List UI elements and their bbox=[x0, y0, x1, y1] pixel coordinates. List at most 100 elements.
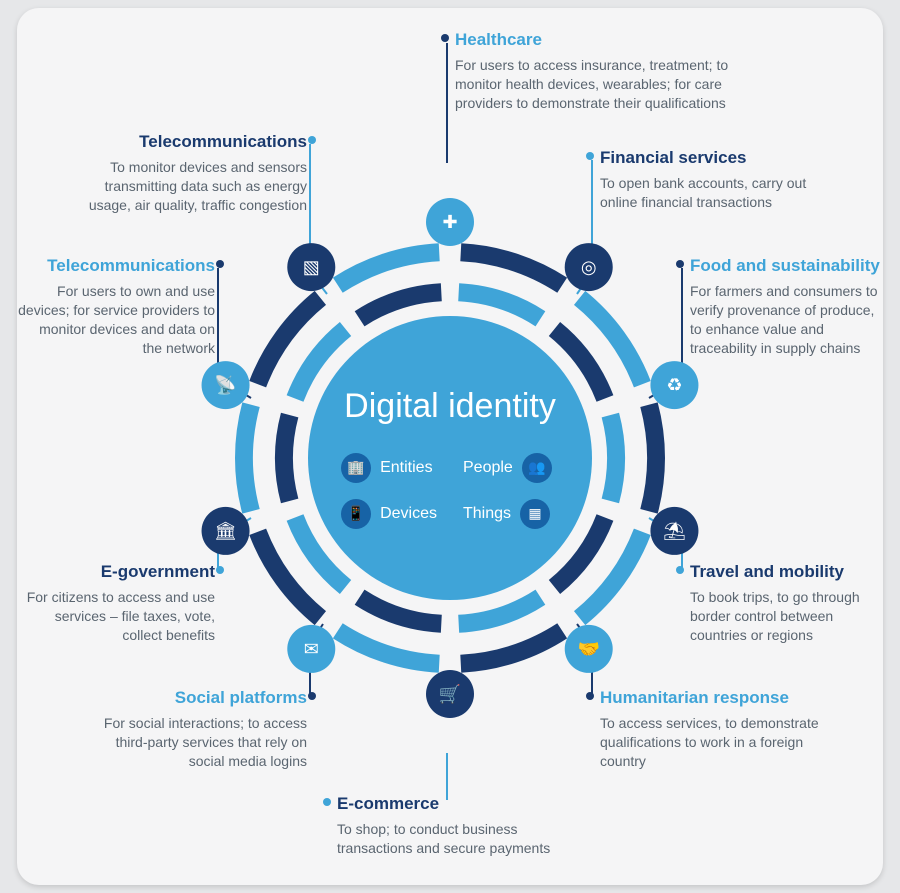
sector-desc: For citizens to access and use services … bbox=[17, 588, 215, 645]
center-legend-item: ▦ Things bbox=[463, 499, 559, 529]
sensor-icon: ▧ bbox=[303, 257, 320, 277]
phone-icon: 📱 bbox=[341, 499, 371, 529]
sector-title: Social platforms bbox=[85, 688, 307, 708]
ring-inner-seg bbox=[360, 292, 442, 319]
chip-icon: ▦ bbox=[520, 499, 550, 529]
center-legend-label: Things bbox=[463, 505, 511, 523]
connector-dot bbox=[586, 152, 594, 160]
ring-outer-seg bbox=[258, 298, 321, 384]
ring-inner-seg bbox=[459, 597, 541, 624]
center-legend: 🏢 Entities 👥 People 📱 Devices ▦ Things bbox=[341, 453, 559, 529]
sector-title: E-government bbox=[17, 562, 215, 582]
ring-outer-seg bbox=[461, 252, 562, 285]
sector-title: Food and sustainability bbox=[690, 256, 886, 276]
ring-outer-seg bbox=[244, 405, 251, 512]
sector-egov: E-government For citizens to access and u… bbox=[17, 562, 215, 645]
infographic-card: ✚ ◎ ♻ ⛱ 🤝 🛒 ✉ 🏛 📡 ▧ Digital identity 🏢 Entities 👥 Peop… bbox=[17, 8, 883, 885]
sector-title: E-commerce bbox=[337, 794, 577, 814]
bank-icon: 🏛 bbox=[214, 521, 237, 541]
antenna-icon: 📡 bbox=[214, 373, 236, 395]
chat-icon: ✉ bbox=[304, 639, 319, 659]
ring-outer-seg bbox=[580, 532, 643, 618]
connector-line bbox=[310, 624, 323, 694]
sector-icon-bg bbox=[287, 625, 335, 673]
ring-outer-seg bbox=[649, 405, 656, 512]
sector-icon-bg bbox=[287, 243, 335, 291]
connector-line bbox=[218, 518, 251, 568]
ring-inner-seg bbox=[360, 597, 442, 624]
connector-line bbox=[577, 160, 592, 294]
ring-inner-seg bbox=[610, 415, 616, 501]
sector-icon-bg bbox=[426, 670, 474, 718]
sector-desc: To book trips, to go through border cont… bbox=[690, 588, 886, 645]
connector-dot bbox=[323, 798, 331, 806]
sector-title: Financial services bbox=[600, 148, 840, 168]
sector-telecom_monitor: Telecommunications To monitor devices and… bbox=[85, 132, 307, 215]
sector-title: Telecommunications bbox=[85, 132, 307, 152]
sector-title: Healthcare bbox=[455, 30, 755, 50]
connector-dot bbox=[676, 260, 684, 268]
sector-desc: For users to own and use devices; for se… bbox=[17, 282, 215, 358]
sector-humanitarian: Humanitarian response To access services,… bbox=[600, 688, 840, 771]
ring-inner-seg bbox=[459, 292, 541, 319]
center-legend-item: 🏢 Entities bbox=[341, 453, 437, 483]
sector-icon-bg bbox=[565, 243, 613, 291]
diagram-stage: ✚ ◎ ♻ ⛱ 🤝 🛒 ✉ 🏛 📡 ▧ Digital identity 🏢 Entities 👥 Peop… bbox=[17, 8, 883, 885]
ring-outer-seg bbox=[461, 631, 562, 664]
sector-social: Social platforms For social interactions;… bbox=[85, 688, 307, 771]
sector-desc: To monitor devices and sensors transmitt… bbox=[85, 158, 307, 215]
ring-outer-seg bbox=[338, 631, 439, 664]
sector-desc: For farmers and consumers to verify prov… bbox=[690, 282, 886, 358]
sector-healthcare: Healthcare For users to access insurance,… bbox=[455, 30, 755, 113]
sector-icon-bg bbox=[426, 198, 474, 246]
ring-inner-seg bbox=[284, 415, 290, 501]
cart-icon: 🛒 bbox=[439, 683, 461, 704]
recycle-icon: ♻ bbox=[666, 375, 682, 395]
sector-icon-bg bbox=[565, 625, 613, 673]
sector-icon-bg bbox=[650, 507, 698, 555]
connector-line bbox=[649, 518, 682, 568]
ring-outer-seg bbox=[338, 252, 439, 285]
sector-title: Humanitarian response bbox=[600, 688, 840, 708]
medkit-icon: ✚ bbox=[442, 212, 457, 232]
connector-line bbox=[310, 144, 327, 294]
sector-icon-bg bbox=[202, 361, 250, 409]
sector-travel: Travel and mobility To book trips, to go … bbox=[690, 562, 886, 645]
coins-icon: ◎ bbox=[581, 257, 597, 277]
connector-dot bbox=[676, 566, 684, 574]
center-legend-item: 👥 People bbox=[463, 453, 559, 483]
connector-line bbox=[577, 624, 592, 694]
connector-dot bbox=[441, 34, 449, 42]
center-legend-item: 📱 Devices bbox=[341, 499, 437, 529]
building-icon: 🏢 bbox=[341, 453, 371, 483]
people-icon: 👥 bbox=[522, 453, 552, 483]
sector-title: Travel and mobility bbox=[690, 562, 886, 582]
center-legend-label: Devices bbox=[380, 505, 437, 523]
ring-outer-seg bbox=[580, 298, 643, 384]
connector-dot bbox=[216, 260, 224, 268]
sector-desc: To open bank accounts, carry out online … bbox=[600, 174, 840, 212]
sector-desc: For users to access insurance, treatment… bbox=[455, 56, 755, 113]
connector-dot bbox=[586, 692, 594, 700]
sector-icon-bg bbox=[650, 361, 698, 409]
connector-line bbox=[649, 268, 682, 398]
connector-dot bbox=[308, 136, 316, 144]
sector-desc: To shop; to conduct business transaction… bbox=[337, 820, 577, 858]
ring-outer-seg bbox=[258, 532, 321, 618]
center-legend-label: Entities bbox=[380, 459, 432, 477]
connector-dot bbox=[216, 566, 224, 574]
sector-desc: For social interactions; to access third… bbox=[85, 714, 307, 771]
beach-icon: ⛱ bbox=[663, 521, 686, 541]
connector-dot bbox=[308, 692, 316, 700]
sector-title: Telecommunications bbox=[17, 256, 215, 276]
center-title: Digital identity bbox=[344, 387, 556, 426]
sector-telecom_users: Telecommunications For users to own and u… bbox=[17, 256, 215, 358]
sector-financial: Financial services To open bank accounts,… bbox=[600, 148, 840, 212]
center-circle: Digital identity 🏢 Entities 👥 People 📱 Devices… bbox=[308, 316, 592, 600]
handshake-icon: 🤝 bbox=[578, 639, 600, 659]
sector-desc: To access services, to demonstrate quali… bbox=[600, 714, 840, 771]
sector-icon-bg bbox=[202, 507, 250, 555]
center-legend-label: People bbox=[463, 459, 513, 477]
connector-line bbox=[218, 268, 251, 398]
sector-food: Food and sustainability For farmers and c… bbox=[690, 256, 886, 358]
